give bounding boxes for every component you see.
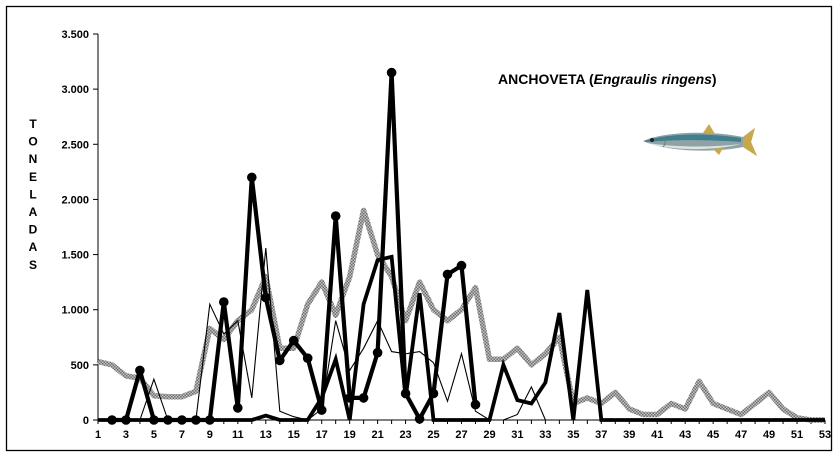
x-tick-label: 49 xyxy=(763,429,775,441)
y-axis-label-letter: N xyxy=(29,152,38,166)
data-point-marker xyxy=(149,415,159,425)
x-tick-label: 39 xyxy=(623,429,635,441)
x-tick-label: 5 xyxy=(151,429,157,441)
x-tick-label: 27 xyxy=(455,429,467,441)
data-point-marker xyxy=(233,403,243,413)
chart-title: ANCHOVETA (Engraulis ringens) xyxy=(498,71,717,87)
x-tick-label: 23 xyxy=(399,429,411,441)
data-point-marker xyxy=(247,172,257,183)
x-tick-label: 1 xyxy=(95,429,101,441)
y-axis-label-letter: A xyxy=(29,205,38,219)
x-tick-label: 29 xyxy=(483,429,495,441)
x-tick-label: 31 xyxy=(511,429,523,441)
y-tick-label: 1.500 xyxy=(61,250,89,262)
x-tick-label: 17 xyxy=(316,429,328,441)
chart-title-species: Engraulis ringens xyxy=(594,71,712,87)
anchovy-fish-icon xyxy=(643,124,757,156)
data-point-marker xyxy=(330,211,341,221)
x-tick-label: 15 xyxy=(288,429,300,441)
x-tick-label: 33 xyxy=(539,429,551,441)
x-tick-label: 21 xyxy=(371,429,383,441)
y-axis-label-letter: T xyxy=(29,117,37,131)
series-layer xyxy=(97,67,825,425)
y-axis-label-letter: S xyxy=(29,258,37,272)
data-point-marker xyxy=(107,415,117,425)
x-tick-label: 3 xyxy=(123,429,129,441)
y-tick-label: 2.000 xyxy=(61,194,89,206)
x-tick-label: 43 xyxy=(679,429,691,441)
data-point-marker xyxy=(261,292,271,303)
y-axis-label-letter: L xyxy=(29,187,36,201)
y-tick-label: 3.500 xyxy=(61,29,89,41)
series-thick-markers xyxy=(107,67,481,425)
y-tick-label: 500 xyxy=(71,360,89,372)
y-tick-label: 0 xyxy=(83,415,89,427)
series-thick xyxy=(98,254,825,422)
x-tick-label: 35 xyxy=(567,429,579,441)
y-axis-label-letter: D xyxy=(29,223,38,237)
x-tick-label: 25 xyxy=(427,429,439,441)
x-tick-label: 7 xyxy=(179,429,185,441)
data-point-marker xyxy=(275,355,285,366)
series-line xyxy=(98,254,825,422)
data-point-marker xyxy=(121,415,131,425)
data-point-marker xyxy=(414,414,425,424)
x-tick-label: 37 xyxy=(595,429,607,441)
chart-title-prefix: ANCHOVETA ( xyxy=(498,71,594,87)
data-point-marker xyxy=(205,415,215,425)
x-tick-label: 41 xyxy=(651,429,663,441)
y-axis-label-letter: E xyxy=(29,170,37,184)
y-tick-label: 2.500 xyxy=(61,139,89,151)
x-tick-label: 13 xyxy=(260,429,272,441)
data-point-marker xyxy=(288,335,299,346)
data-point-marker xyxy=(428,388,439,399)
data-point-marker xyxy=(372,347,383,358)
data-point-marker xyxy=(316,405,327,415)
chart-title-suffix: ) xyxy=(712,71,717,87)
x-tick-label: 47 xyxy=(735,429,747,441)
y-axis: 0 500 1.000 1.500 2.000 2.500 3.000 3.500 xyxy=(61,29,99,427)
data-point-marker xyxy=(386,67,397,78)
x-tick-label: 45 xyxy=(707,429,719,441)
y-tick-label: 3.000 xyxy=(61,84,89,96)
data-point-marker xyxy=(302,353,313,364)
y-tick-label: 1.000 xyxy=(61,305,89,317)
data-point-marker xyxy=(135,365,145,376)
x-tick-label: 19 xyxy=(344,429,356,441)
data-point-marker xyxy=(456,260,467,271)
data-point-marker xyxy=(191,415,201,425)
chart-frame xyxy=(5,5,833,452)
x-tick-label: 53 xyxy=(819,429,831,441)
data-point-marker xyxy=(358,393,369,403)
data-point-marker xyxy=(219,297,229,307)
data-point-marker xyxy=(442,269,453,280)
x-tick-label: 51 xyxy=(791,429,803,441)
x-tick-label: 9 xyxy=(207,429,213,441)
data-point-marker xyxy=(470,399,481,410)
x-tick-label: 11 xyxy=(232,429,244,441)
y-axis-label-letter: A xyxy=(29,240,38,254)
data-point-marker xyxy=(177,415,187,425)
data-point-marker xyxy=(400,388,411,399)
data-point-marker xyxy=(344,393,355,403)
data-point-marker xyxy=(163,415,173,425)
y-axis-label-letter: O xyxy=(28,135,37,149)
